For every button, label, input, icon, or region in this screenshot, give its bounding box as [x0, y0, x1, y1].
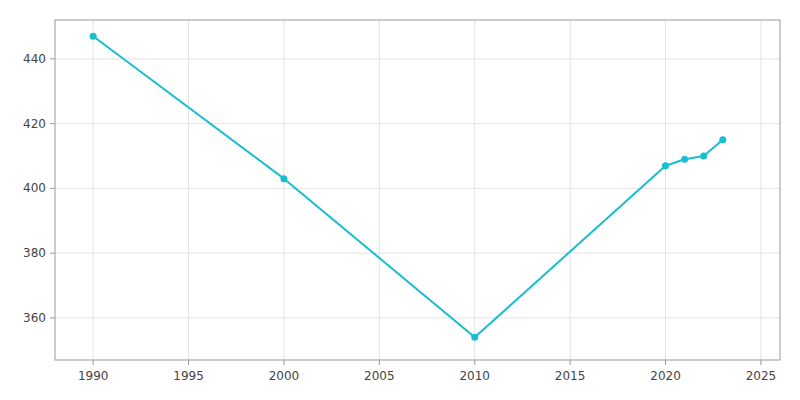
x-tick	[283, 360, 284, 365]
x-tick-label: 2000	[269, 369, 300, 383]
chart-container: 1990 1995 2000 2005 2010 2015 2020 2025 360 380 40…	[0, 0, 800, 400]
y-tick-label: 400	[23, 181, 46, 195]
x-grid-line	[93, 20, 94, 360]
grid	[55, 20, 780, 360]
y-grid-line	[55, 253, 780, 254]
x-tick	[665, 360, 666, 365]
x-tick	[93, 360, 94, 365]
x-tick	[760, 360, 761, 365]
y-grid-line	[55, 123, 780, 124]
data-point	[719, 136, 726, 143]
x-tick-label: 2005	[364, 369, 395, 383]
data-layer	[90, 33, 727, 341]
y-tick	[50, 188, 55, 189]
x-tick-label: 2015	[555, 369, 586, 383]
plot-frame	[55, 20, 780, 360]
y-tick-label: 440	[23, 52, 46, 66]
x-grid-line	[570, 20, 571, 360]
data-point	[90, 33, 97, 40]
ticks: 1990 1995 2000 2005 2010 2015 2020 2025 360 380 40…	[23, 52, 776, 383]
x-tick	[188, 360, 189, 365]
y-grid-line	[55, 58, 780, 59]
x-tick	[379, 360, 380, 365]
x-grid-line	[188, 20, 189, 360]
data-point	[471, 334, 478, 341]
x-tick-label: 2025	[746, 369, 777, 383]
x-grid-line	[474, 20, 475, 360]
y-tick-label: 360	[23, 311, 46, 325]
x-tick-label: 2020	[650, 369, 681, 383]
x-grid-line	[283, 20, 284, 360]
x-tick	[474, 360, 475, 365]
y-grid-line	[55, 317, 780, 318]
data-point	[681, 156, 688, 163]
x-grid-line	[665, 20, 666, 360]
x-grid-line	[379, 20, 380, 360]
y-tick	[50, 58, 55, 59]
data-point	[700, 153, 707, 160]
y-tick	[50, 317, 55, 318]
x-tick	[570, 360, 571, 365]
y-tick-label: 380	[23, 246, 46, 260]
y-tick-label: 420	[23, 117, 46, 131]
x-tick-label: 1990	[78, 369, 109, 383]
x-tick-label: 2010	[459, 369, 490, 383]
data-point	[280, 175, 287, 182]
x-tick-label: 1995	[173, 369, 204, 383]
x-grid-line	[760, 20, 761, 360]
y-tick	[50, 123, 55, 124]
data-point	[662, 162, 669, 169]
data-line	[93, 36, 723, 337]
chart-svg: 1990 1995 2000 2005 2010 2015 2020 2025 360 380 40…	[0, 0, 800, 400]
y-grid-line	[55, 188, 780, 189]
y-tick	[50, 253, 55, 254]
